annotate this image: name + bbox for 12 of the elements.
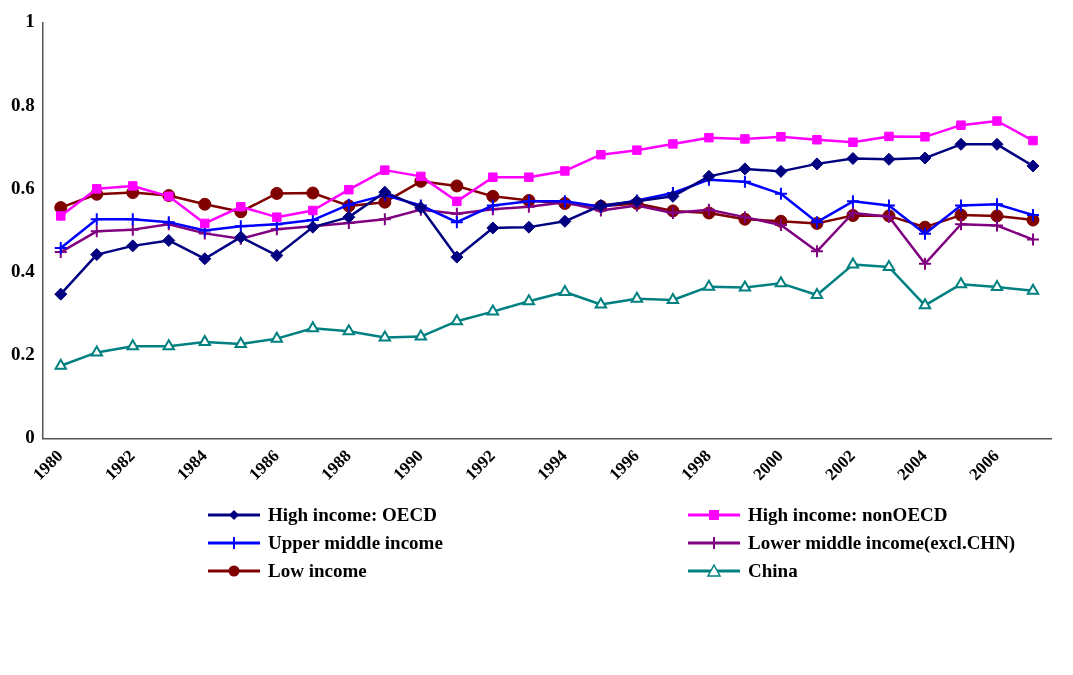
legend-label: Lower middle income(excl.CHN) <box>748 532 1016 554</box>
legend-label: High income: OECD <box>268 504 437 526</box>
legend-label: High income: nonOECD <box>748 504 948 526</box>
y-tick-label: 0 <box>25 426 35 448</box>
legend-label: Upper middle income <box>268 532 443 554</box>
y-tick-label: 0.2 <box>11 343 35 365</box>
legend-label: Low income <box>268 560 367 582</box>
y-tick-label: 1 <box>25 10 35 32</box>
y-tick-label: 0.8 <box>11 93 35 115</box>
y-tick-label: 0.6 <box>11 176 35 198</box>
legend-label: China <box>748 560 798 582</box>
y-tick-label: 0.4 <box>11 259 36 281</box>
